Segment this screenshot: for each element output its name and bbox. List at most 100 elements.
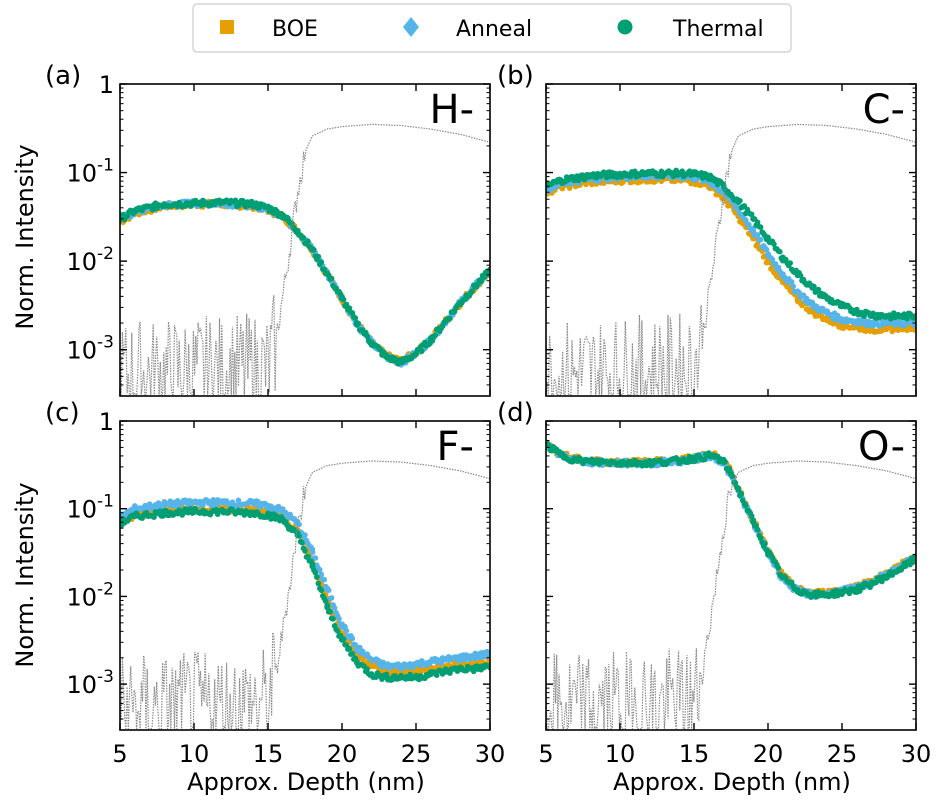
data-point-thermal xyxy=(879,578,885,585)
data-point-anneal xyxy=(398,663,405,670)
data-point-thermal xyxy=(302,548,308,554)
data-point-anneal xyxy=(809,302,816,308)
data-point-anneal xyxy=(472,652,479,659)
data-point-anneal xyxy=(853,318,860,325)
data-point-thermal xyxy=(309,563,316,570)
data-point-anneal xyxy=(254,498,261,505)
data-point-thermal xyxy=(151,514,157,520)
data-point-boe xyxy=(883,326,890,333)
panel-a: (a) H- Norm. Intensity 10-310-210-11 xyxy=(11,61,491,397)
data-point-anneal xyxy=(892,322,899,328)
data-point-thermal xyxy=(738,491,745,497)
data-point-thermal xyxy=(603,174,610,181)
data-point-anneal xyxy=(317,567,323,573)
x-tick-label: 30 xyxy=(475,740,506,768)
data-point-thermal xyxy=(700,175,706,181)
ion-label: F- xyxy=(437,424,474,470)
data-point-thermal xyxy=(232,197,239,204)
y-tick-label: 10-1 xyxy=(67,156,115,188)
series-reference-line xyxy=(120,123,490,396)
panel-label: (c) xyxy=(45,398,80,428)
data-point-anneal xyxy=(309,549,316,556)
y-tick-label: 10-2 xyxy=(67,244,115,276)
data-point-thermal xyxy=(398,674,405,681)
data-point-anneal xyxy=(250,500,257,507)
data-point-thermal xyxy=(728,470,734,477)
data-point-thermal xyxy=(419,348,425,354)
data-point-anneal xyxy=(839,316,845,323)
data-point-thermal xyxy=(447,670,453,676)
y-tick-base: 10 xyxy=(67,496,98,524)
data-point-thermal xyxy=(809,591,816,598)
data-point-thermal xyxy=(220,199,227,206)
data-point-thermal xyxy=(861,313,867,319)
data-point-thermal xyxy=(587,458,594,465)
data-point-anneal xyxy=(339,621,345,628)
data-point-thermal xyxy=(691,171,697,178)
data-point-thermal xyxy=(617,171,623,178)
y-tick-base: 10 xyxy=(67,671,98,699)
data-point-thermal xyxy=(265,511,271,518)
data-point-anneal xyxy=(265,502,271,509)
data-point-thermal xyxy=(161,509,168,516)
y-tick-label: 10-2 xyxy=(67,579,115,611)
data-point-thermal xyxy=(691,455,697,462)
data-point-anneal xyxy=(754,232,761,238)
data-point-thermal xyxy=(442,668,449,675)
data-point-anneal xyxy=(883,320,890,326)
y-tick-exponent: -1 xyxy=(97,492,114,512)
legend-frame xyxy=(192,3,792,53)
data-point-anneal xyxy=(788,279,795,285)
data-point-thermal xyxy=(472,283,479,290)
axes-frame xyxy=(119,83,491,397)
data-point-thermal xyxy=(327,608,334,615)
legend-marker-anneal xyxy=(403,17,419,37)
series-reference-line xyxy=(120,460,490,730)
data-point-thermal xyxy=(809,284,816,291)
data-point-thermal xyxy=(750,518,757,525)
data-point-thermal xyxy=(557,177,564,184)
data-point-anneal xyxy=(553,184,560,190)
data-point-thermal xyxy=(265,204,271,211)
y-axis-label: Norm. Intensity xyxy=(11,482,39,667)
x-tick-label: 15 xyxy=(253,740,284,768)
data-point-boe xyxy=(862,328,869,335)
data-point-thermal xyxy=(339,636,345,643)
data-point-anneal xyxy=(457,654,464,661)
data-point-thermal xyxy=(324,604,331,611)
x-tick-label: 20 xyxy=(327,740,358,768)
data-point-thermal xyxy=(353,320,360,326)
x-tick-label: 30 xyxy=(901,740,932,768)
data-point-anneal xyxy=(302,532,308,538)
data-point-thermal xyxy=(442,318,449,325)
data-point-thermal xyxy=(898,313,905,319)
data-point-thermal xyxy=(839,589,845,596)
data-point-thermal xyxy=(701,456,708,463)
data-point-anneal xyxy=(279,507,286,514)
series-reference-line xyxy=(546,123,916,396)
data-point-thermal xyxy=(309,246,316,253)
series-anneal xyxy=(120,197,490,368)
data-point-anneal xyxy=(790,283,796,290)
panel-label: (a) xyxy=(45,61,81,91)
legend-entry-thermal: Thermal xyxy=(617,17,764,42)
data-point-thermal xyxy=(735,198,742,205)
data-point-anneal xyxy=(220,499,227,506)
data-point-thermal xyxy=(314,574,320,580)
y-tick-label: 10-3 xyxy=(67,667,115,699)
data-point-anneal xyxy=(868,320,875,326)
plot-area xyxy=(546,123,916,396)
x-tick-label: 5 xyxy=(112,740,127,768)
y-tick-exponent: -3 xyxy=(97,667,114,687)
y-tick-label: 1 xyxy=(99,71,114,99)
data-point-thermal xyxy=(294,532,301,539)
panel-label: (d) xyxy=(497,398,534,428)
data-point-anneal xyxy=(324,586,331,593)
data-point-thermal xyxy=(904,315,910,322)
x-tick-label: 10 xyxy=(179,740,210,768)
legend-marker-thermal xyxy=(617,19,633,35)
data-point-anneal xyxy=(331,605,338,611)
data-point-thermal xyxy=(383,674,390,681)
data-point-anneal xyxy=(779,271,786,278)
data-point-thermal xyxy=(775,565,782,571)
